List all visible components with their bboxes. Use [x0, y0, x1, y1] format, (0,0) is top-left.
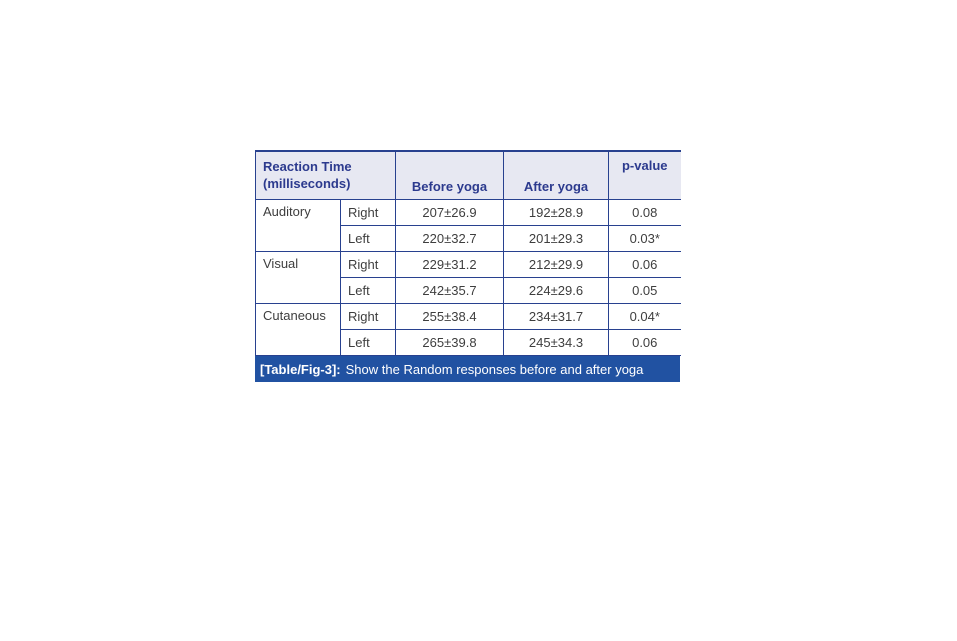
before-yoga-value: 229±31.2: [395, 251, 504, 278]
caption-text: Show the Random responses before and aft…: [345, 361, 644, 377]
reaction-time-figure: Reaction Time (milliseconds) Before yoga…: [255, 150, 681, 382]
header-title-line1: Reaction Time: [263, 158, 352, 174]
header-p-value: p-value: [608, 150, 681, 200]
side-cell: Left: [340, 277, 396, 304]
table-header-row: Reaction Time (milliseconds) Before yoga…: [255, 150, 681, 200]
p-value: 0.08: [608, 199, 681, 226]
before-yoga-value: 255±38.4: [395, 303, 504, 330]
p-value: 0.06: [608, 251, 681, 278]
table-row-auditory-right: Auditory Right 207±26.9 192±28.9 0.08: [255, 199, 681, 252]
after-yoga-value: 245±34.3: [503, 329, 609, 356]
p-value: 0.03*: [608, 225, 681, 252]
reaction-time-table: Reaction Time (milliseconds) Before yoga…: [255, 150, 681, 356]
side-cell: Right: [340, 199, 396, 226]
header-reaction-time: Reaction Time (milliseconds): [255, 150, 396, 200]
before-yoga-value: 242±35.7: [395, 277, 504, 304]
p-value: 0.05: [608, 277, 681, 304]
side-cell: Left: [340, 329, 396, 356]
table-row-cutaneous-right: Cutaneous Right 255±38.4 234±31.7 0.04*: [255, 303, 681, 356]
category-cell-visual: Visual: [255, 251, 341, 304]
table-row-auditory-left: Left 220±32.7 201±29.3 0.03*: [256, 225, 681, 252]
side-cell: Left: [340, 225, 396, 252]
after-yoga-value: 224±29.6: [503, 277, 609, 304]
caption-label: [Table/Fig-3]:: [260, 361, 341, 377]
p-value: 0.06: [608, 329, 681, 356]
side-cell: Right: [340, 303, 396, 330]
after-yoga-value: 192±28.9: [503, 199, 609, 226]
header-after-yoga: After yoga: [503, 150, 609, 200]
after-yoga-value: 212±29.9: [503, 251, 609, 278]
before-yoga-value: 220±32.7: [395, 225, 504, 252]
after-yoga-value: 201±29.3: [503, 225, 609, 252]
category-cell-cutaneous: Cutaneous: [255, 303, 341, 356]
table-row-visual-right: Visual Right 229±31.2 212±29.9 0.06: [255, 251, 681, 304]
before-yoga-value: 207±26.9: [395, 199, 504, 226]
after-yoga-value: 234±31.7: [503, 303, 609, 330]
header-title-line2: (milliseconds): [263, 175, 351, 191]
table-row-cutaneous-left: Left 265±39.8 245±34.3 0.06: [256, 329, 681, 356]
category-cell-auditory: Auditory: [255, 199, 341, 252]
before-yoga-value: 265±39.8: [395, 329, 504, 356]
p-value: 0.04*: [608, 303, 681, 330]
table-caption-bar: [Table/Fig-3]: Show the Random responses…: [255, 356, 680, 382]
header-before-yoga: Before yoga: [395, 150, 504, 200]
side-cell: Right: [340, 251, 396, 278]
